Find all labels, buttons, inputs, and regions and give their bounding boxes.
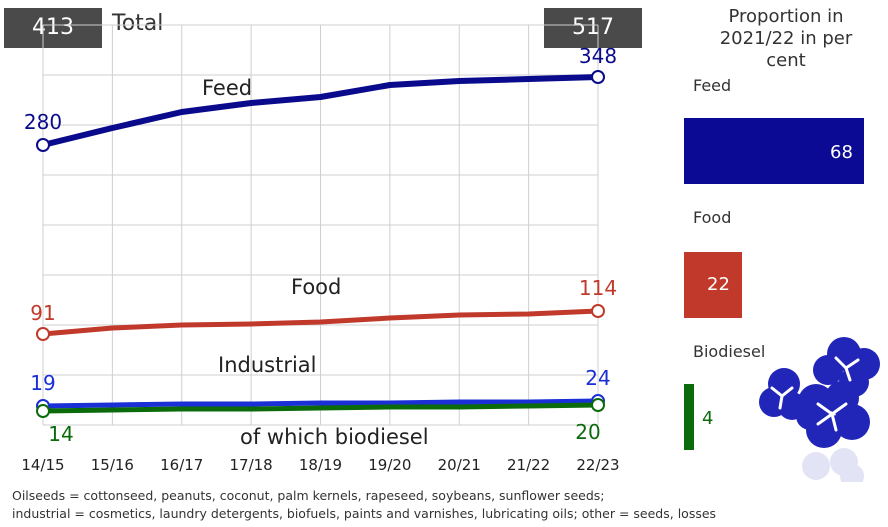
series-label-industrial: Industrial [218,353,317,377]
x-tick-label: 21/22 [507,456,550,474]
data-point-food [591,304,605,318]
data-label-end-feed: 348 [579,44,617,68]
proportion-value-biodiesel: 4 [702,408,714,429]
proportion-label-feed: Feed [693,76,732,95]
x-tick-label: 16/17 [160,456,203,474]
proportion-label-food: Food [693,208,732,227]
data-label-start-of-which-biodiesel: 14 [48,422,73,446]
flower-logo [759,337,880,482]
proportion-value-feed: 68 [830,142,853,163]
x-tick-label: 22/23 [576,456,619,474]
series-line-industrial [40,398,601,409]
x-tick-label: 14/15 [21,456,64,474]
total-end-badge: 517 [544,8,642,48]
proportion-title: Proportion in 2021/22 in per cent [719,6,853,71]
x-tick-label: 18/19 [299,456,342,474]
footnote-line-1: Oilseeds = cottonseed, peanuts, coconut,… [12,488,605,503]
data-label-start-feed: 280 [24,110,62,134]
data-label-start-industrial: 19 [30,371,55,395]
data-point-of-which-biodiesel [591,398,605,412]
series-label-biodiesel: of which biodiesel [240,425,429,449]
data-point-food [36,327,50,341]
series-label-food: Food [291,275,342,299]
data-point-feed [591,70,605,84]
proportion-bar-feed [684,118,864,184]
proportion-bar-food [684,252,742,318]
x-tick-label: 19/20 [368,456,411,474]
series-line-feed [40,74,601,148]
data-label-end-industrial: 24 [585,366,610,390]
footnote-line-2: industrial = cosmetics, laundry detergen… [12,506,717,521]
series-label-feed: Feed [202,76,253,100]
proportion-value-food: 22 [707,274,730,295]
data-point-of-which-biodiesel [36,404,50,418]
x-tick-label: 20/21 [438,456,481,474]
data-label-end-of-which-biodiesel: 20 [575,420,600,444]
x-tick-label: 15/16 [91,456,134,474]
total-start-badge: 413 [4,8,102,48]
footnote: Oilseeds = cottonseed, peanuts, coconut,… [12,487,772,523]
series-line-food [40,308,601,337]
x-tick-label: 17/18 [230,456,273,474]
proportion-bar-biodiesel [684,384,694,450]
proportion-label-biodiesel: Biodiesel [693,342,766,361]
data-label-start-food: 91 [30,301,55,325]
total-label: Total [112,11,164,36]
series-line-of-which-biodiesel [40,402,601,414]
data-point-feed [36,138,50,152]
line-chart: 14/15 15/16 16/17 17/18 18/19 19/20 20/21 21/22… [21,24,620,474]
data-label-end-food: 114 [579,276,617,300]
